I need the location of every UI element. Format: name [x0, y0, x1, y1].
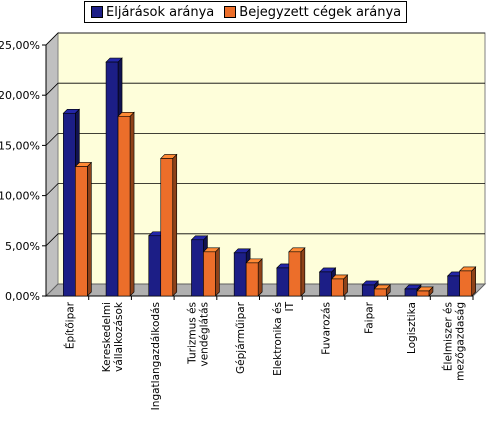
gridline [45, 183, 485, 196]
x-tick-label-group: Gépjárműipar [235, 301, 247, 374]
x-tick-label: Ingatlangazdálkodás [150, 302, 162, 410]
bar-series-1 [276, 267, 290, 297]
bar-series-2 [288, 251, 302, 297]
bar-series-2-side [129, 111, 135, 297]
bar-series-1 [447, 275, 460, 297]
x-tick-label: Turizmus és [186, 302, 198, 365]
gridline [45, 82, 485, 96]
bar-series-1 [319, 271, 332, 297]
x-tick-label-group: Elektronika és IT [272, 301, 296, 375]
legend-label-series-1: Eljárások aránya [106, 4, 215, 20]
x-tick-label-group: Faipar [363, 301, 375, 334]
x-tick-label-group: Turizmus és vendéglátás [186, 302, 210, 367]
x-tick-label: Logisztika [406, 302, 418, 354]
bar-series-2 [117, 115, 131, 297]
x-tick-label: vállalkozások [113, 301, 125, 372]
bar-series-1 [148, 235, 162, 297]
bar-series-2 [245, 262, 259, 297]
y-tick-label: 15,00% [0, 139, 40, 152]
x-tick-label: IT [284, 301, 296, 311]
legend: Eljárások aránya Bejegyzett cégek aránya [84, 1, 408, 23]
bar-series-2 [160, 158, 174, 297]
x-tick-label-group: Kereskedelmi vállalkozások [101, 301, 125, 372]
gridline [45, 32, 485, 46]
bar-series-1 [191, 239, 204, 297]
bar-series-2 [459, 270, 472, 297]
x-tick-label: Gépjárműipar [235, 301, 247, 374]
x-tick-label: Építőipar [63, 301, 76, 349]
y-tick-label: 20,00% [0, 89, 40, 102]
legend-swatch-series-1 [91, 6, 103, 18]
x-tick-label: Élelmiszer és [442, 302, 455, 371]
bar-series-2 [416, 290, 430, 297]
x-tick-label: Elektronika és [272, 302, 284, 376]
y-tick-label: 10,00% [0, 190, 40, 203]
bar-series-1 [233, 252, 247, 297]
x-tick-label-group: Ingatlangazdálkodás [150, 302, 162, 410]
gridline [45, 233, 485, 247]
gridline [45, 132, 485, 146]
bar-series-2 [203, 251, 216, 297]
legend-swatch-series-2 [224, 6, 237, 18]
bar-series-2-side [215, 247, 220, 297]
bar-series-1 [361, 284, 375, 297]
bar-series-2-side [471, 266, 476, 297]
plot-side-wall [45, 31, 59, 298]
bar-series-1 [63, 112, 76, 297]
x-tick-label-group: Logisztika [406, 302, 418, 354]
x-tick-label: Faipar [363, 301, 375, 334]
x-tick-label: Fuvarozás [321, 302, 333, 355]
legend-label-series-2: Bejegyzett cégek aránya [239, 4, 402, 20]
x-tick-label-group: Fuvarozás [321, 302, 333, 355]
y-tick-label: 25,00% [0, 39, 40, 52]
bar-series-2 [373, 288, 387, 297]
bar-series-2-side [87, 161, 92, 297]
x-tick-label-group: Építőipar [63, 301, 76, 349]
bar-series-2 [75, 166, 88, 297]
x-tick-label: Kereskedelmi [101, 302, 113, 372]
bar-series-2-side [257, 258, 263, 297]
bar-series-2-side [300, 247, 306, 297]
bar-series-2-side [172, 153, 178, 297]
bar-series-1 [105, 61, 119, 297]
bar-series-2 [331, 278, 344, 297]
x-tick-label-group: Élelmiszer és mezőgazdaság [442, 302, 467, 381]
y-tick-label: 5,00% [5, 240, 40, 253]
bar-series-1 [404, 288, 418, 297]
y-tick-label: 0,00% [5, 290, 40, 303]
x-tick-label: vendéglátás [198, 302, 210, 367]
x-tick-label: mezőgazdaság [455, 302, 467, 381]
